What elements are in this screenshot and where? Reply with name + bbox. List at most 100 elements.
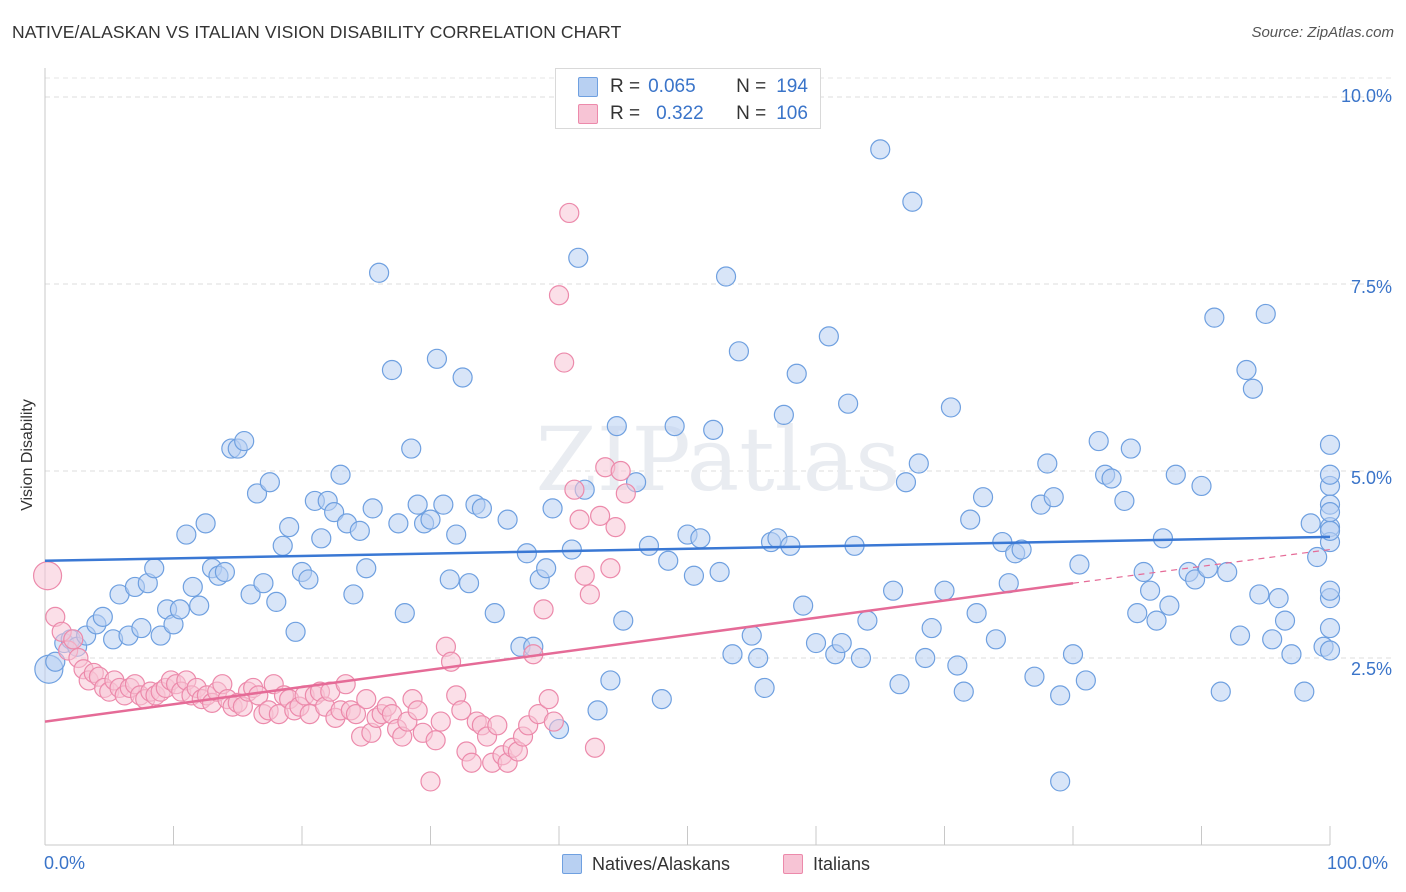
- natives-swatch: [562, 854, 582, 874]
- data-point: [1088, 430, 1109, 452]
- data-point: [335, 674, 356, 695]
- data-point: [1114, 490, 1135, 512]
- data-point: [285, 621, 306, 642]
- n-value: 106: [776, 103, 808, 124]
- data-point: [1319, 464, 1341, 485]
- data-point: [587, 700, 608, 721]
- data-point: [176, 524, 197, 545]
- data-point: [189, 595, 210, 616]
- data-point: [773, 404, 794, 425]
- data-point: [45, 651, 66, 672]
- data-point: [559, 202, 580, 224]
- data-point: [690, 528, 711, 549]
- data-point: [1133, 561, 1154, 583]
- data-point: [1075, 670, 1096, 691]
- data-point: [1255, 303, 1276, 325]
- data-point: [381, 359, 403, 381]
- data-point: [451, 700, 472, 721]
- data-point: [584, 737, 606, 758]
- data-point: [889, 674, 910, 695]
- legend-row-natives: R = 0.065 N = 194: [578, 75, 808, 99]
- data-point: [1197, 558, 1219, 579]
- data-point: [590, 505, 611, 526]
- data-point: [195, 513, 216, 534]
- data-point: [972, 487, 994, 508]
- data-point: [1307, 546, 1328, 568]
- data-point: [895, 472, 917, 493]
- data-point: [356, 689, 377, 710]
- source-label: Source: ZipAtlas.com: [1251, 24, 1394, 41]
- data-point: [543, 711, 564, 732]
- data-point: [458, 573, 480, 594]
- r-label: R =: [610, 76, 641, 97]
- data-point: [266, 591, 287, 613]
- natives-swatch: [578, 77, 598, 97]
- data-point: [741, 625, 762, 646]
- data-point: [1191, 475, 1212, 497]
- legend-label: Italians: [813, 853, 871, 874]
- data-point: [433, 494, 454, 515]
- data-point: [793, 595, 814, 616]
- axes: [44, 68, 1331, 846]
- data-point: [426, 348, 448, 369]
- data-point: [722, 644, 743, 665]
- data-point: [356, 558, 377, 579]
- r-value: 0.065: [648, 76, 696, 97]
- data-point: [497, 509, 518, 530]
- data-point: [664, 416, 685, 437]
- data-point: [915, 647, 936, 669]
- data-point: [1069, 554, 1090, 575]
- data-point: [1319, 434, 1341, 455]
- data-point: [1159, 595, 1180, 616]
- data-point: [569, 509, 590, 530]
- chart-title: NATIVE/ALASKAN VS ITALIAN VISION DISABIL…: [12, 22, 622, 42]
- data-point: [728, 341, 750, 362]
- data-point: [349, 520, 370, 541]
- data-point: [1037, 453, 1058, 474]
- data-point: [330, 464, 351, 485]
- data-point: [425, 730, 446, 751]
- data-point: [703, 419, 724, 440]
- data-point: [831, 632, 852, 654]
- data-point: [786, 363, 807, 384]
- data-point: [606, 416, 627, 437]
- data-point: [461, 752, 482, 773]
- data-point: [1127, 603, 1148, 624]
- data-point: [1184, 569, 1206, 590]
- data-point: [838, 393, 859, 414]
- data-point: [420, 509, 441, 530]
- data-point: [1024, 666, 1045, 687]
- data-point: [985, 629, 1007, 650]
- data-point: [638, 535, 660, 556]
- data-point: [610, 460, 631, 482]
- data-point: [272, 535, 293, 556]
- data-point: [748, 647, 769, 669]
- data-point: [1101, 468, 1122, 489]
- data-point: [1062, 644, 1084, 665]
- data-point: [1204, 307, 1225, 328]
- data-point: [953, 681, 974, 702]
- r-value: 0.322: [656, 103, 704, 124]
- data-point: [1210, 681, 1231, 702]
- data-point: [343, 584, 364, 605]
- data-point: [1050, 685, 1071, 706]
- italians-swatch: [783, 854, 803, 874]
- data-point: [92, 606, 113, 627]
- data-point: [369, 262, 390, 283]
- data-point: [1319, 617, 1341, 639]
- data-point: [615, 483, 636, 504]
- data-point: [407, 494, 428, 515]
- data-point: [542, 498, 563, 519]
- data-point: [533, 599, 554, 620]
- data-point: [908, 453, 929, 474]
- data-point: [882, 580, 904, 601]
- data-point: [1281, 644, 1302, 665]
- x-tick-label-max: 100.0%: [1327, 853, 1389, 873]
- data-point: [394, 603, 415, 624]
- data-point: [1011, 539, 1032, 560]
- italians-swatch: [578, 104, 598, 124]
- data-point: [561, 539, 582, 560]
- data-point: [32, 561, 63, 591]
- data-point: [298, 569, 319, 590]
- data-point: [246, 483, 268, 504]
